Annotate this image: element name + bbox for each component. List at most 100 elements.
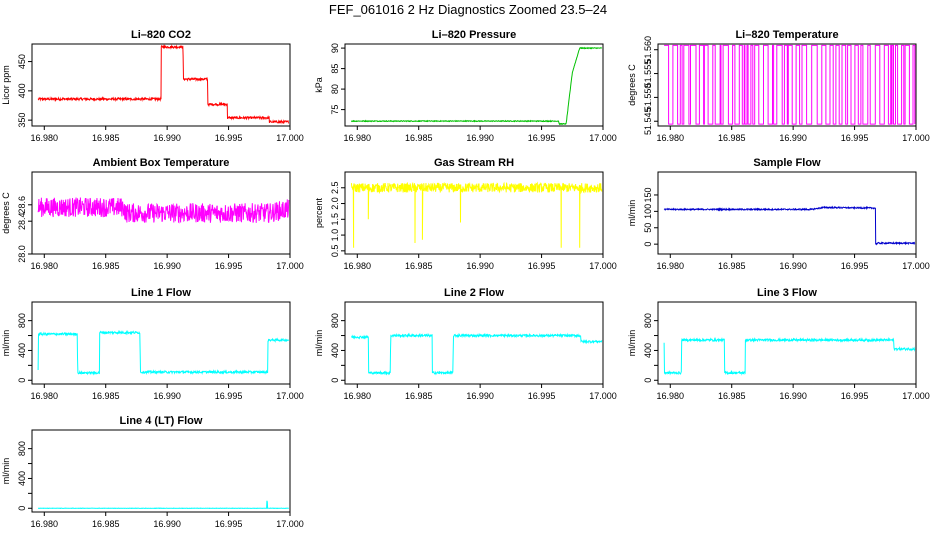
- y-axis-label: ml/min: [627, 330, 637, 357]
- y-tick-label: 80: [330, 84, 340, 94]
- x-tick-label: 16.985: [92, 133, 120, 143]
- panel-title: Line 2 Flow: [444, 287, 504, 299]
- y-tick-label: 0.5: [330, 245, 340, 258]
- y-tick-label: 2.5: [330, 182, 340, 195]
- plot-frame: [31, 171, 291, 255]
- y-axis-label: ml/min: [314, 330, 324, 357]
- y-tick-label: 0: [643, 378, 653, 383]
- x-tick-label: 17.000: [276, 133, 304, 143]
- x-tick-label: 16.985: [718, 261, 746, 271]
- plot-frame: [31, 43, 291, 127]
- x-tick-label: 16.980: [31, 519, 59, 529]
- series-line: [37, 44, 289, 125]
- plot-frame: [657, 43, 917, 127]
- x-tick-label: 16.990: [153, 391, 181, 401]
- x-tick-label: 16.995: [841, 133, 869, 143]
- y-tick-label: 51.550: [643, 84, 653, 112]
- x-tick-label: 16.995: [215, 519, 243, 529]
- plot-frame: [31, 429, 291, 513]
- panel-title: Sample Flow: [753, 157, 821, 169]
- y-axis-label: percent: [314, 197, 324, 228]
- panel-title: Line 3 Flow: [757, 287, 817, 299]
- x-tick-label: 16.985: [92, 261, 120, 271]
- y-tick-label: 800: [17, 441, 27, 456]
- y-axis-label: Licor ppm: [1, 65, 11, 105]
- y-tick-label: 85: [330, 64, 340, 74]
- x-tick-label: 16.995: [215, 261, 243, 271]
- y-tick-label: 400: [330, 343, 340, 358]
- panel-title: Li–820 CO2: [131, 29, 191, 41]
- plot-frame: [657, 171, 917, 255]
- panel-10: Line 4 (LT) Flow ml/min 0 400 800 16.980 16.98…: [1, 415, 304, 529]
- x-tick-label: 16.995: [528, 261, 556, 271]
- series-line: [664, 44, 916, 125]
- y-axis-label: kPa: [314, 77, 324, 93]
- panel-title: Ambient Box Temperature: [93, 157, 230, 169]
- y-tick-label: 350: [17, 113, 27, 128]
- x-tick-label: 16.990: [779, 133, 807, 143]
- panel-2: Li–820 Pressure kPa 75 80 85 90 16.980 16.985 16…: [314, 29, 617, 143]
- panel-4: Ambient Box Temperature degrees C 28.0 28.4…: [1, 157, 304, 271]
- x-tick-label: 16.990: [466, 133, 494, 143]
- y-tick-label: 28.6: [17, 196, 27, 214]
- figure-title: FEF_061016 2 Hz Diagnostics Zoomed 23.5–…: [328, 2, 608, 17]
- x-tick-label: 16.980: [344, 133, 372, 143]
- panel-6: Sample Flow ml/min 0 50 100 150 16.980 16.985 16…: [627, 157, 930, 271]
- panel-8: Line 2 Flow ml/min 0 400 800 16.980 16.985 16.9…: [314, 287, 617, 401]
- panel-9: Line 3 Flow ml/min 0 400 800 16.980 16.985 16.9…: [627, 287, 930, 401]
- series-line: [37, 197, 290, 224]
- x-tick-label: 16.985: [405, 261, 433, 271]
- x-tick-label: 17.000: [276, 391, 304, 401]
- x-tick-label: 16.980: [657, 133, 685, 143]
- y-tick-label: 400: [17, 343, 27, 358]
- x-tick-label: 16.980: [31, 261, 59, 271]
- x-tick-label: 17.000: [589, 391, 617, 401]
- x-tick-label: 16.980: [344, 261, 372, 271]
- x-tick-label: 16.990: [466, 261, 494, 271]
- x-tick-label: 16.995: [215, 391, 243, 401]
- panel-title: Line 1 Flow: [131, 287, 191, 299]
- x-tick-label: 16.985: [405, 391, 433, 401]
- panel-title: Gas Stream RH: [434, 157, 514, 169]
- y-tick-label: 90: [330, 43, 340, 53]
- panel-7: Line 1 Flow ml/min 0 400 800 16.980 16.985 16.9…: [1, 287, 304, 401]
- y-axis-label: ml/min: [627, 200, 637, 227]
- y-tick-label: 150: [643, 187, 653, 202]
- y-tick-label: 800: [643, 313, 653, 328]
- y-axis-label: ml/min: [1, 330, 11, 357]
- x-tick-label: 16.985: [92, 391, 120, 401]
- y-tick-label: 28.4: [17, 212, 27, 230]
- y-tick-label: 800: [17, 313, 27, 328]
- x-tick-label: 16.990: [153, 261, 181, 271]
- x-tick-label: 16.990: [153, 519, 181, 529]
- x-tick-label: 16.980: [31, 391, 59, 401]
- x-tick-label: 16.995: [528, 133, 556, 143]
- y-tick-label: 0: [17, 506, 27, 511]
- x-tick-label: 16.985: [92, 519, 120, 529]
- y-tick-label: 800: [330, 313, 340, 328]
- x-tick-label: 17.000: [276, 519, 304, 529]
- x-tick-label: 17.000: [589, 261, 617, 271]
- y-tick-label: 1.0: [330, 229, 340, 242]
- series-line: [351, 46, 603, 126]
- y-tick-label: 0: [17, 378, 27, 383]
- x-tick-label: 17.000: [902, 261, 930, 271]
- x-tick-label: 16.995: [528, 391, 556, 401]
- y-tick-label: 450: [17, 54, 27, 69]
- plot-frame: [31, 301, 291, 385]
- x-tick-label: 17.000: [589, 133, 617, 143]
- x-tick-label: 16.980: [657, 261, 685, 271]
- series-line: [350, 181, 603, 248]
- panel-title: Li–820 Temperature: [735, 29, 838, 41]
- x-tick-label: 17.000: [902, 133, 930, 143]
- y-tick-label: 2.0: [330, 197, 340, 210]
- x-tick-label: 16.995: [215, 133, 243, 143]
- x-tick-label: 16.995: [841, 391, 869, 401]
- series-line: [37, 329, 289, 376]
- y-axis-label: degrees C: [627, 64, 637, 106]
- x-tick-label: 16.990: [466, 391, 494, 401]
- panel-5: Gas Stream RH percent 0.5 1.0 1.5 2.0 2.5 16.98…: [314, 157, 617, 271]
- y-tick-label: 75: [330, 105, 340, 115]
- panel-title: Line 4 (LT) Flow: [120, 415, 203, 427]
